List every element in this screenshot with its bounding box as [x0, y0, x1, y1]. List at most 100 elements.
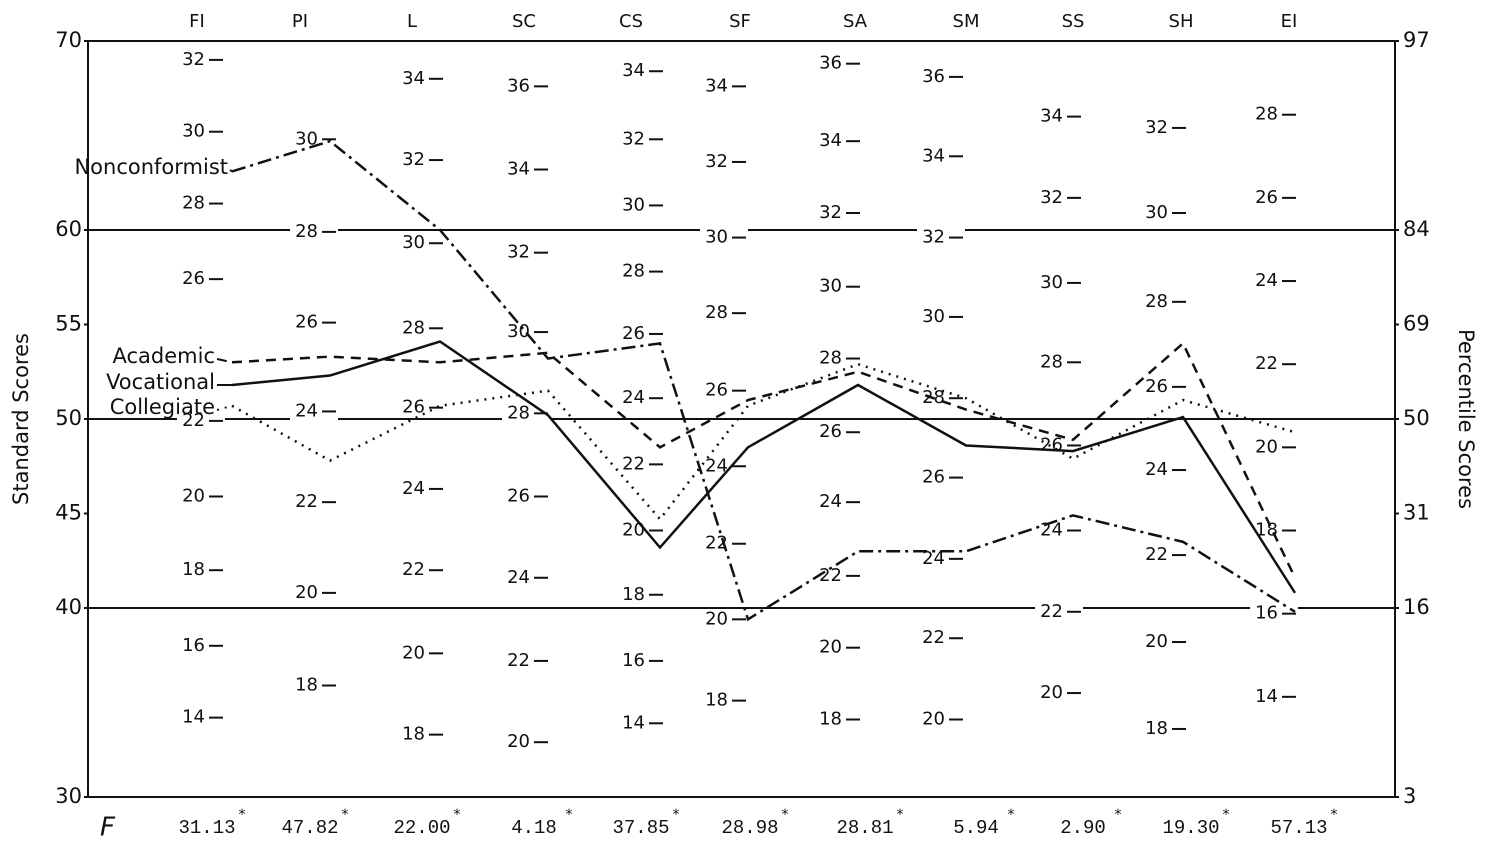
f-value: 2.90 [1060, 817, 1106, 839]
raw-score-label: 26 [1040, 434, 1063, 455]
significance-mark: * [342, 807, 349, 823]
scale-backdrop [1140, 460, 1188, 481]
y2-tick-label: 97 [1403, 28, 1430, 52]
scale-backdrop [617, 129, 665, 150]
category-label: EI [1281, 11, 1298, 32]
raw-score-label: 18 [402, 724, 425, 745]
raw-score-label: 26 [819, 421, 842, 442]
scale-backdrop [397, 68, 445, 89]
legend-label: Nonconformist [74, 155, 228, 179]
raw-score-label: 16 [182, 635, 205, 656]
raw-score-label: 34 [402, 68, 425, 89]
significance-mark: * [897, 807, 904, 823]
raw-score-label: 28 [402, 317, 425, 338]
raw-score-label: 16 [1255, 603, 1278, 624]
series-line [231, 139, 1296, 622]
scale-backdrop [814, 637, 862, 658]
raw-score-label: 20 [295, 582, 318, 603]
raw-score-label: 24 [922, 548, 945, 569]
scale-backdrop [1035, 272, 1083, 293]
scale-backdrop [814, 202, 862, 223]
raw-score-label: 20 [819, 637, 842, 658]
y-axis-title: Standard Scores [9, 333, 33, 505]
raw-score-label: 14 [1255, 686, 1278, 707]
scale-backdrop [814, 348, 862, 369]
raw-score-label: 34 [622, 60, 645, 81]
category-label: SM [953, 11, 980, 32]
scale-backdrop [814, 131, 862, 152]
scale-backdrop [290, 492, 338, 513]
scale-backdrop [290, 312, 338, 333]
scale-backdrop [1250, 187, 1298, 208]
raw-score-label: 30 [622, 194, 645, 215]
raw-score-label: 28 [507, 402, 530, 423]
raw-score-label: 28 [819, 348, 842, 369]
scale-backdrop [917, 227, 965, 248]
scale-backdrop [177, 410, 225, 431]
scale-backdrop [917, 306, 965, 327]
scale-backdrop [502, 76, 550, 97]
scale-backdrop [290, 582, 338, 603]
scale-backdrop [617, 61, 665, 82]
raw-score-label: 32 [182, 49, 205, 70]
raw-score-label: 18 [1255, 520, 1278, 541]
significance-mark: * [1115, 807, 1122, 823]
scale-backdrop [1140, 117, 1188, 138]
raw-score-label: 32 [922, 227, 945, 248]
raw-score-label: 18 [819, 709, 842, 730]
raw-score-label: 28 [1145, 291, 1168, 312]
scale-backdrop [397, 318, 445, 339]
scale-backdrop [1035, 683, 1083, 704]
raw-score-label: 28 [705, 302, 728, 323]
scale-backdrop [502, 322, 550, 343]
scale-backdrop [1035, 352, 1083, 373]
significance-mark: * [782, 807, 789, 823]
scale-backdrop [290, 221, 338, 242]
scale-backdrop [177, 121, 225, 142]
scale-backdrop [617, 323, 665, 344]
raw-score-label: 18 [182, 559, 205, 580]
significance-mark: * [1223, 807, 1230, 823]
y-tick-label: 40 [55, 595, 82, 619]
raw-score-label: 36 [922, 66, 945, 87]
raw-score-label: 22 [922, 627, 945, 648]
y2-tick-label: 31 [1403, 501, 1430, 525]
significance-mark: * [1008, 807, 1015, 823]
scale-backdrop [1250, 520, 1298, 541]
raw-score-label: 20 [622, 520, 645, 541]
category-label: L [407, 11, 417, 32]
raw-score-label: 20 [922, 709, 945, 730]
raw-score-label: 20 [507, 731, 530, 752]
series-line [231, 362, 1296, 522]
y2-tick-label: 3 [1403, 784, 1416, 808]
scale-backdrop [917, 628, 965, 649]
raw-score-label: 36 [819, 53, 842, 74]
raw-score-label: 26 [1145, 376, 1168, 397]
scale-backdrop [1140, 545, 1188, 566]
raw-score-label: 28 [182, 193, 205, 214]
raw-score-label: 32 [705, 151, 728, 172]
series-line [231, 341, 1297, 579]
scale-backdrop [397, 397, 445, 418]
f-value: 5.94 [953, 817, 999, 839]
raw-score-label: 20 [182, 485, 205, 506]
raw-score-label: 24 [622, 387, 645, 408]
y2-tick-label: 84 [1403, 217, 1430, 241]
raw-score-label: 30 [295, 128, 318, 149]
scale-backdrop [1250, 686, 1298, 707]
y-tick-label: 55 [55, 312, 82, 336]
legend-leader [229, 169, 233, 173]
raw-score-label: 20 [402, 642, 425, 663]
scale-backdrop [397, 233, 445, 254]
scale-backdrop [917, 548, 965, 569]
raw-score-label: 14 [182, 707, 205, 728]
raw-score-label: 30 [705, 227, 728, 248]
raw-score-label: 18 [1145, 718, 1168, 739]
series-line [231, 340, 1297, 594]
scale-backdrop [917, 66, 965, 87]
raw-score-label: 32 [1040, 187, 1063, 208]
raw-score-label: 16 [622, 650, 645, 671]
scale-backdrop [814, 565, 862, 586]
raw-score-label: 22 [622, 453, 645, 474]
